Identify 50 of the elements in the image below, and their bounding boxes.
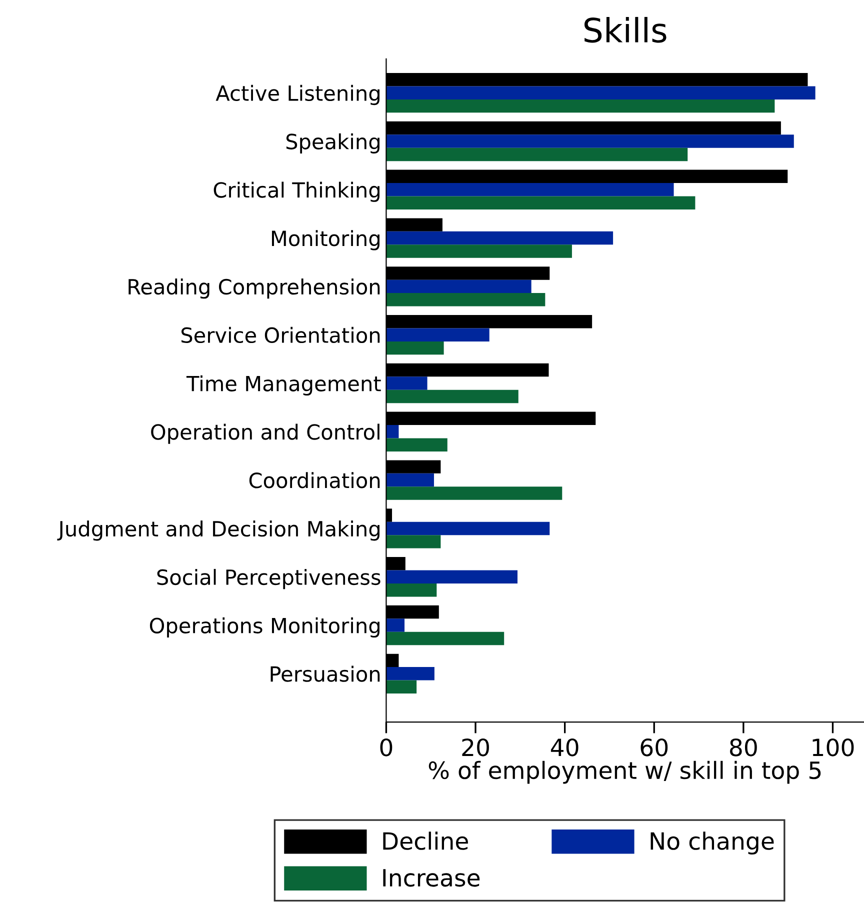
bar (386, 231, 614, 245)
y-tick-label: Coordination (249, 472, 380, 488)
y-tick-label: Persuasion (270, 666, 380, 682)
bar (386, 618, 405, 632)
bar (386, 328, 490, 342)
x-tick-label: 80 (730, 738, 757, 756)
chart-title: Skills (584, 16, 666, 43)
y-tick-label: Service Orientation (181, 326, 380, 344)
bar (386, 134, 794, 148)
x-tick-label: 100 (812, 738, 854, 756)
bar (386, 535, 441, 548)
bar (386, 390, 518, 404)
bar (386, 473, 434, 487)
y-tick-label: Reading Comprehension (128, 278, 380, 299)
bar (386, 293, 546, 306)
bar (386, 244, 572, 258)
bar (386, 486, 562, 500)
legend-label: Increase (383, 869, 480, 887)
y-tick-label: Operations Monitoring (150, 617, 380, 638)
bar (386, 196, 696, 210)
legend-label: No change (650, 832, 774, 854)
x-tick-label: 0 (380, 738, 392, 756)
y-tick-label: Speaking (286, 133, 380, 154)
bar (386, 680, 417, 694)
x-axis-title: % of employment w/ skill in top 5 (428, 760, 821, 784)
bar (386, 376, 428, 390)
bar (386, 99, 775, 113)
x-tick-label: 60 (640, 738, 668, 756)
bar (386, 86, 816, 100)
bar (386, 522, 550, 536)
bar (386, 280, 532, 294)
bar (386, 341, 444, 355)
bar (386, 183, 674, 196)
y-tick-label: Monitoring (272, 230, 380, 250)
bar (386, 438, 448, 452)
bar (386, 570, 518, 584)
x-tick-label: 40 (550, 738, 578, 756)
bar (386, 667, 434, 680)
y-tick-label: Social Perceptiveness (157, 568, 380, 590)
y-tick-label: Judgment and Decision Making (57, 520, 380, 541)
bar (386, 148, 688, 162)
bar (386, 425, 399, 438)
y-tick-label: Active Listening (216, 84, 380, 106)
x-tick-label: 20 (462, 738, 489, 756)
legend-label: Decline (383, 832, 468, 850)
y-tick-label: Critical Thinking (214, 182, 380, 202)
bar (386, 632, 504, 646)
bar (386, 583, 437, 597)
y-tick-label: Time Management (186, 375, 381, 396)
y-tick-label: Operation and Control (151, 424, 380, 444)
